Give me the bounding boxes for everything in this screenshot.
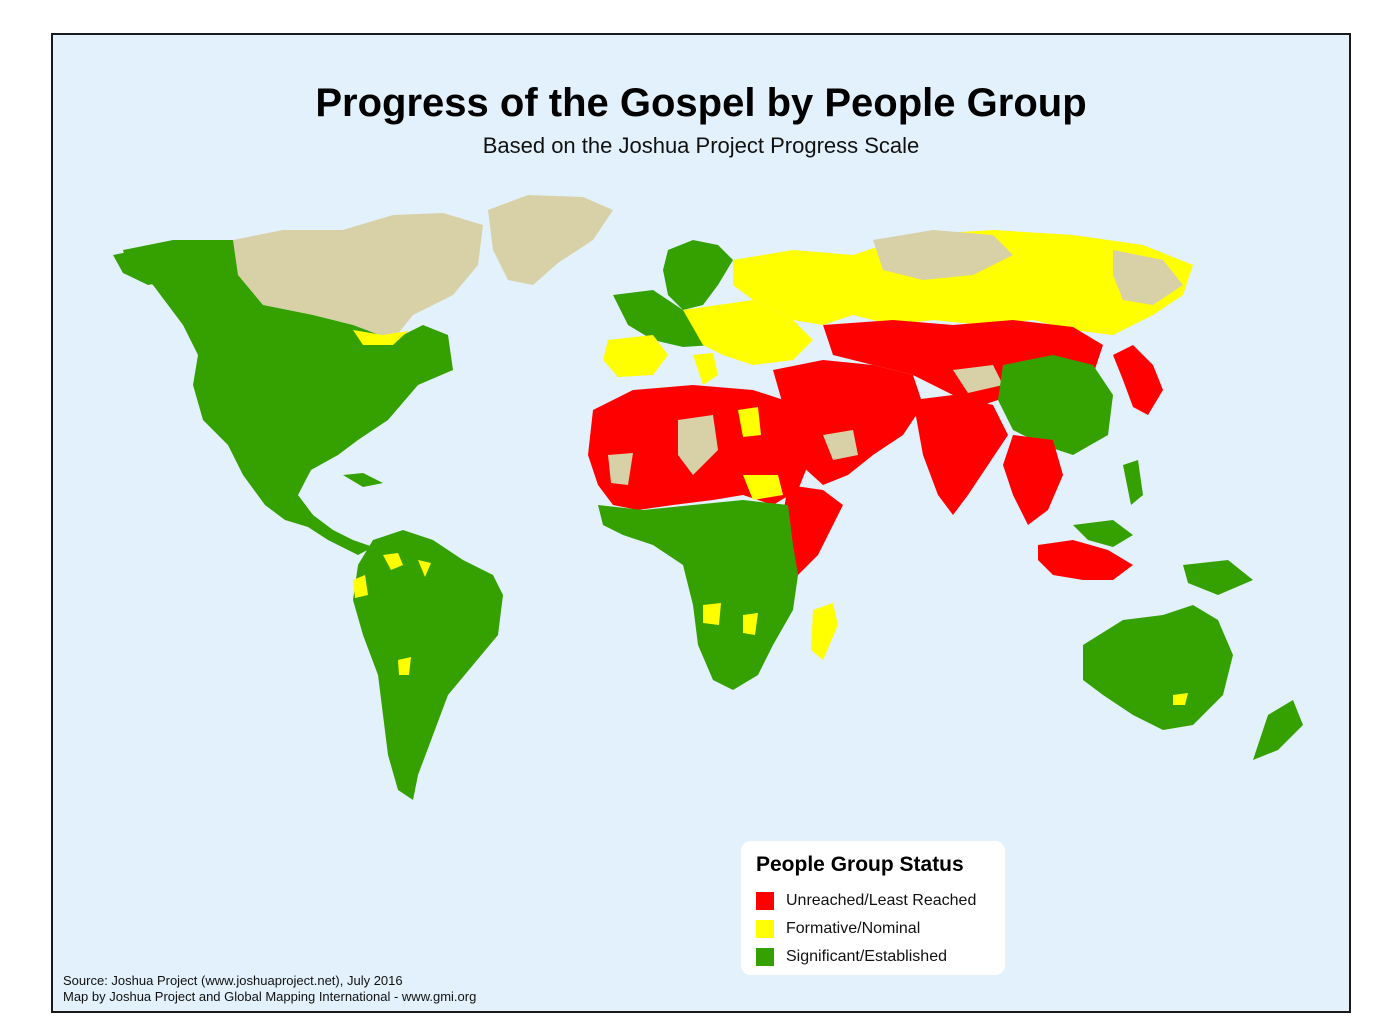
map-subtitle: Based on the Joshua Project Progress Sca… [482, 133, 920, 158]
sahara-no-data-2 [608, 453, 633, 485]
map-by-credit: Map by Joshua Project and Global Mapping… [63, 989, 477, 1004]
legend-item-established: Significant/Established [756, 943, 1005, 971]
south-america-yellow-4 [398, 657, 411, 675]
south-america [353, 530, 503, 800]
legend-item-formative: Formative/Nominal [756, 915, 1005, 943]
sahara-no-data-1 [678, 415, 718, 475]
legend-label: Formative/Nominal [786, 920, 921, 937]
canada-east-yellow [353, 330, 408, 345]
iberia [603, 335, 668, 377]
map-title: Progress of the Gospel by People Group [315, 81, 1087, 125]
arabia-no-data [823, 430, 858, 460]
far-east-no-data [1113, 250, 1183, 305]
south-america-yellow-1 [383, 553, 403, 570]
mongolia-no-data [953, 365, 1003, 393]
credits: Source: Joshua Project (www.joshuaprojec… [63, 973, 476, 1005]
horn-of-africa [783, 485, 843, 575]
australia [1083, 605, 1233, 730]
arctic-canada [233, 213, 483, 340]
indonesia-green [1073, 520, 1133, 547]
china [998, 355, 1113, 455]
italy [693, 353, 718, 385]
sub-saharan-africa [598, 500, 798, 690]
legend-item-unreached: Unreached/Least Reached [756, 887, 1005, 915]
legend-title: People Group Status [756, 853, 964, 876]
middle-east [773, 360, 923, 485]
scandinavia [663, 240, 733, 310]
alaska [113, 245, 183, 285]
legend-swatch-established [756, 948, 774, 966]
new-zealand [1253, 700, 1303, 760]
india [913, 395, 1008, 515]
map-frame: Progress of the Gospel by People Group B… [51, 33, 1351, 1013]
philippines [1123, 460, 1143, 505]
russia [733, 230, 1193, 335]
africa-yellow-2 [743, 613, 758, 635]
legend-label: Significant/Established [786, 948, 947, 965]
australia-yellow [1173, 693, 1188, 705]
southeast-asia [1003, 435, 1063, 525]
africa-yellow-1 [703, 603, 721, 625]
siberia-no-data [873, 230, 1013, 280]
madagascar [811, 603, 838, 660]
indonesia [1038, 540, 1133, 580]
egypt-yellow [738, 407, 761, 437]
south-america-yellow-2 [353, 575, 368, 598]
korea-japan [1113, 345, 1163, 415]
south-america-yellow-3 [418, 560, 431, 577]
source-credit: Source: Joshua Project (www.joshuaprojec… [63, 973, 403, 988]
legend-swatch-unreached [756, 892, 774, 910]
eastern-europe [683, 300, 813, 365]
caribbean [343, 473, 383, 487]
legend-label: Unreached/Least Reached [786, 892, 977, 909]
world-map [53, 35, 1349, 1011]
new-guinea [1183, 560, 1253, 595]
legend: People Group Status Unreached/Least Reac… [741, 841, 1005, 975]
legend-swatch-formative [756, 920, 774, 938]
greenland [488, 195, 613, 285]
sahel-yellow [743, 475, 783, 500]
north-america [123, 240, 453, 555]
